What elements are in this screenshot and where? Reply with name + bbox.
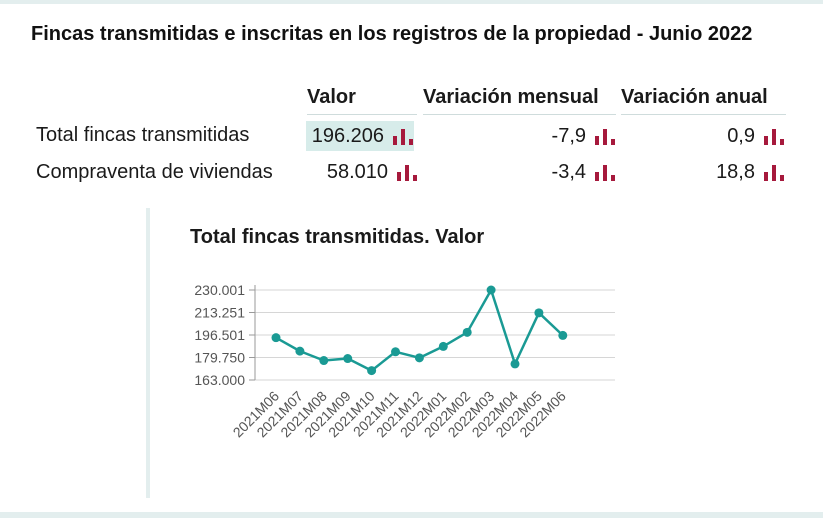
bar-chart-icon[interactable] xyxy=(392,127,414,145)
cell-valor-compraventa: 58.010 xyxy=(306,157,418,187)
chart-title: Total fincas transmitidas. Valor xyxy=(190,226,485,248)
y-tick-label: 179.750 xyxy=(194,350,245,366)
data-point xyxy=(462,327,472,337)
bottom-border xyxy=(0,512,823,518)
value-text: 18,8 xyxy=(716,160,755,183)
value-text: 58.010 xyxy=(326,160,388,183)
row-label-total-fincas: Total fincas transmitidas xyxy=(36,124,250,146)
value-text: 0,9 xyxy=(727,124,755,147)
chart-left-rule xyxy=(146,208,150,498)
data-point xyxy=(271,333,281,343)
y-tick-label: 163.000 xyxy=(194,372,245,388)
data-point xyxy=(486,285,496,295)
data-point xyxy=(414,353,424,363)
column-header-variacion-mensual: Variación mensual xyxy=(423,86,616,115)
y-tick-label: 213.251 xyxy=(194,304,245,320)
page-title: Fincas transmitidas e inscritas en los r… xyxy=(31,23,753,45)
data-point xyxy=(438,341,448,351)
column-header-variacion-anual: Variación anual xyxy=(621,86,786,115)
data-point xyxy=(391,347,400,357)
row-label-compraventa: Compraventa de viviendas xyxy=(36,161,273,183)
data-point xyxy=(558,330,568,340)
value-text: 196.206 xyxy=(311,124,384,147)
bar-chart-icon[interactable] xyxy=(763,127,785,145)
data-point xyxy=(343,354,353,364)
column-header-valor: Valor xyxy=(307,86,417,115)
bar-chart-icon[interactable] xyxy=(763,163,785,181)
cell-mensual-compraventa: -3,4 xyxy=(500,157,616,187)
cell-anual-compraventa: 18,8 xyxy=(660,157,785,187)
data-point xyxy=(319,356,329,366)
cell-valor-total: 196.206 xyxy=(306,121,414,151)
bar-chart-icon[interactable] xyxy=(594,127,616,145)
y-tick-label: 230.001 xyxy=(194,282,245,298)
top-border xyxy=(0,0,823,4)
bar-chart-icon[interactable] xyxy=(396,163,418,181)
data-point xyxy=(367,366,377,376)
bar-chart-icon[interactable] xyxy=(594,163,616,181)
data-point xyxy=(534,308,544,318)
cell-mensual-total: -7,9 xyxy=(500,121,616,151)
value-text: -7,9 xyxy=(551,124,586,147)
data-point xyxy=(295,346,305,356)
value-text: -3,4 xyxy=(551,160,586,183)
data-point xyxy=(510,359,520,369)
cell-anual-total: 0,9 xyxy=(660,121,785,151)
y-tick-label: 196.501 xyxy=(194,327,245,343)
